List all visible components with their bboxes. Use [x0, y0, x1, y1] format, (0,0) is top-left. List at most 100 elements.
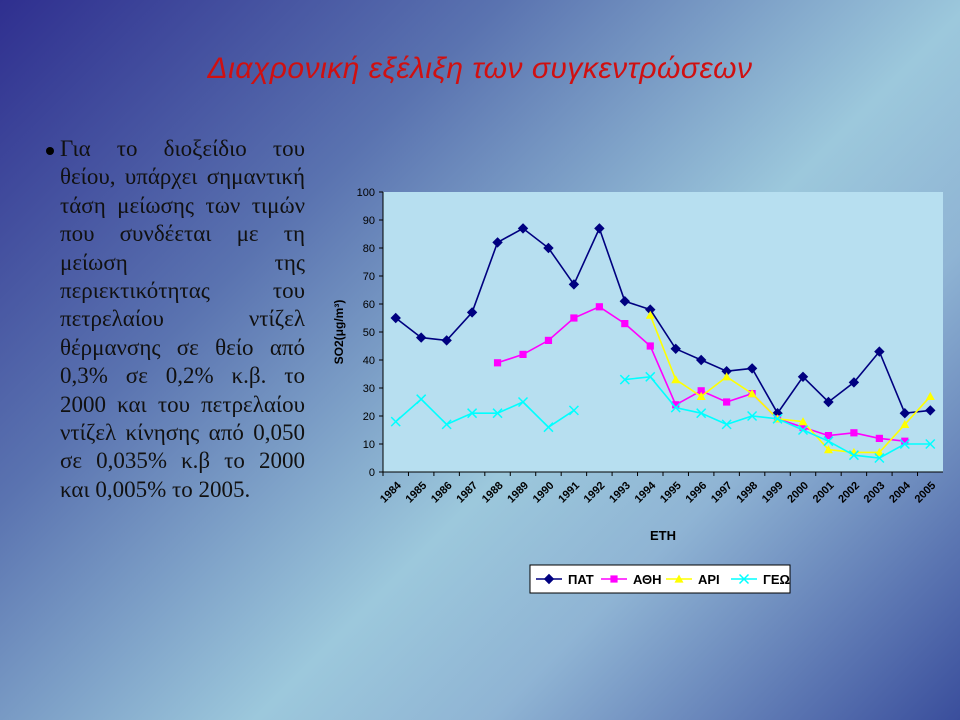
marker-diamond	[848, 377, 860, 388]
slide-title: Διαχρονική εξέλιξη των συγκεντρώσεων	[207, 52, 753, 85]
marker-x	[416, 394, 427, 405]
marker-x	[925, 438, 936, 450]
marker-square	[519, 350, 527, 358]
x-tick-label: 1999	[760, 480, 786, 506]
marker-triangle	[671, 375, 681, 384]
marker-x	[696, 408, 707, 419]
marker-triangle	[900, 419, 910, 428]
x-tick-label: 1997	[709, 480, 735, 506]
marker-x	[874, 452, 885, 464]
bullet-paragraph: Για το διοξείδιο του θείου, υπάρχει σημα…	[46, 135, 305, 504]
marker-diamond	[746, 363, 758, 374]
x-tick-label: 1990	[531, 480, 557, 506]
marker-triangle	[874, 447, 884, 456]
legend-item: ΑΡΙ	[666, 572, 720, 587]
marker-square	[544, 336, 553, 344]
legend-label: ΑΡΙ	[698, 572, 720, 587]
y-tick-label: 50	[363, 327, 375, 339]
marker-square	[595, 303, 603, 311]
x-axis-label: ΕΤΗ	[650, 528, 676, 543]
marker-x	[467, 408, 478, 419]
marker-diamond	[925, 405, 936, 416]
legend-label: ΓΕΩ	[763, 572, 790, 587]
marker-x	[823, 436, 834, 447]
marker-square	[493, 359, 502, 367]
marker-x	[492, 408, 503, 419]
x-tick-label: 1994	[633, 479, 659, 505]
marker-triangle	[823, 445, 833, 454]
series-ΠΑΤ	[390, 223, 936, 419]
bullet-text: Για το διοξείδιο του θείου, υπάρχει σημα…	[60, 136, 305, 502]
legend-label: ΑΘΗ	[633, 572, 662, 587]
marker-x	[848, 450, 859, 461]
marker-diamond	[797, 371, 809, 383]
marker-x	[645, 371, 656, 382]
x-tick-label: 1987	[454, 480, 480, 506]
marker-diamond	[568, 279, 580, 290]
marker-square	[850, 429, 858, 437]
marker-diamond	[466, 307, 478, 318]
y-tick-label: 20	[363, 411, 375, 423]
marker-diamond	[517, 223, 529, 234]
x-tick-label: 1995	[658, 480, 684, 506]
legend-item: ΓΕΩ	[731, 572, 790, 587]
marker-diamond	[390, 312, 401, 324]
marker-diamond	[823, 396, 834, 408]
x-tick-label: 1991	[556, 480, 582, 506]
marker-square	[646, 342, 654, 350]
marker-square	[672, 401, 680, 409]
marker-square	[824, 432, 833, 440]
marker-x	[568, 405, 579, 416]
marker-square	[799, 423, 807, 431]
y-tick-label: 80	[363, 243, 375, 255]
marker-x	[670, 402, 681, 413]
marker-diamond	[619, 295, 631, 307]
marker-square	[697, 387, 705, 395]
marker-diamond	[594, 223, 605, 234]
series-line	[649, 314, 931, 454]
marker-diamond	[441, 335, 452, 346]
marker-diamond	[899, 407, 911, 419]
marker-square	[621, 320, 629, 328]
marker-x	[738, 573, 750, 585]
bullet-marker	[46, 147, 54, 155]
y-tick-label: 100	[357, 187, 375, 199]
x-tick-label: 1992	[582, 480, 608, 506]
marker-diamond	[492, 237, 503, 248]
marker-diamond	[695, 354, 707, 366]
marker-diamond	[415, 332, 427, 343]
y-tick-label: 30	[363, 383, 375, 395]
chart-legend: ΠΑΤ ΑΘΗ ΑΡΙ ΓΕΩ	[529, 564, 791, 594]
marker-triangle	[674, 574, 684, 583]
marker-triangle	[798, 417, 808, 426]
marker-square	[723, 398, 731, 406]
x-tick-label: 2003	[862, 480, 888, 506]
marker-x	[517, 396, 529, 408]
x-tick-label: 1986	[429, 480, 455, 506]
series-ΓΕΩ	[390, 371, 936, 464]
x-tick-label: 1998	[734, 480, 760, 506]
x-tick-label: 1988	[480, 480, 506, 506]
x-tick-label: 2000	[785, 480, 811, 506]
marker-diamond	[874, 346, 885, 357]
x-tick-label: 2001	[811, 480, 837, 506]
marker-x	[721, 419, 732, 430]
marker-x	[543, 422, 554, 433]
marker-diamond	[543, 573, 555, 585]
marker-triangle	[645, 310, 655, 319]
marker-x	[772, 413, 783, 424]
marker-triangle	[722, 372, 732, 381]
legend-item: ΑΘΗ	[601, 572, 662, 587]
y-axis-label: SO2(μg/m³)	[332, 300, 346, 365]
plot-area	[383, 192, 943, 472]
marker-x	[747, 410, 758, 422]
y-tick-label: 90	[363, 215, 375, 227]
marker-square	[610, 575, 618, 583]
marker-triangle	[696, 391, 706, 400]
x-tick-label: 1989	[505, 480, 531, 506]
x-tick-label: 2004	[887, 479, 913, 505]
marker-x	[797, 424, 809, 436]
series-line	[395, 226, 931, 415]
marker-triangle	[925, 391, 935, 400]
